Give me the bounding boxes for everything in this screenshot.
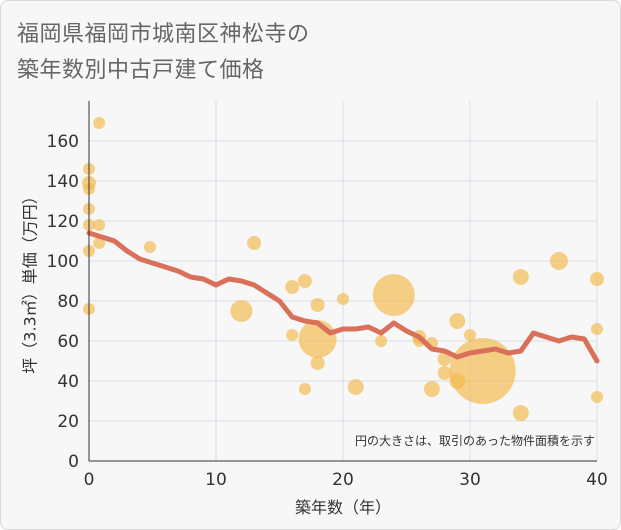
bubble bbox=[375, 335, 388, 347]
y-tick-label: 80 bbox=[57, 292, 79, 312]
y-tick-label: 120 bbox=[47, 212, 79, 232]
bubble bbox=[437, 366, 452, 380]
bubble bbox=[512, 405, 529, 421]
bubble bbox=[247, 236, 262, 250]
bubble bbox=[449, 313, 466, 329]
x-tick-label: 40 bbox=[586, 470, 608, 490]
bubble bbox=[286, 329, 299, 341]
bubble bbox=[93, 237, 106, 249]
x-axis-ticks: 0 10 20 30 40 bbox=[84, 470, 608, 490]
bubble bbox=[143, 241, 156, 253]
bubble bbox=[464, 329, 476, 341]
trend-line bbox=[86, 230, 600, 364]
bubble bbox=[449, 338, 516, 404]
bubble bbox=[512, 269, 529, 285]
bubble bbox=[298, 383, 311, 395]
bubble bbox=[230, 300, 253, 322]
x-tick-label: 30 bbox=[459, 470, 481, 490]
bubble bbox=[310, 298, 325, 312]
x-axis-label: 築年数（年） bbox=[295, 498, 391, 517]
size-note: 円の大きさは、取引のあった物件面積を示す bbox=[355, 433, 595, 448]
y-tick-label: 40 bbox=[57, 372, 79, 392]
bubble bbox=[297, 274, 312, 288]
bubble bbox=[93, 117, 106, 129]
axes bbox=[88, 101, 597, 462]
y-tick-label: 100 bbox=[47, 252, 79, 272]
bubble bbox=[591, 323, 603, 335]
bubble bbox=[285, 280, 300, 294]
bubble bbox=[93, 219, 106, 231]
y-axis-label: 坪（3.3㎡）単価（万円） bbox=[21, 188, 40, 373]
chart-title-line-2: 築年数別中古戸建て価格 bbox=[17, 58, 265, 83]
bubble bbox=[347, 379, 364, 395]
bubble bbox=[310, 356, 325, 370]
bubble bbox=[549, 252, 568, 270]
chart-title-line-1: 福岡県福岡市城南区神松寺の bbox=[17, 22, 310, 47]
y-tick-label: 140 bbox=[47, 172, 79, 192]
bubble bbox=[337, 293, 349, 305]
bubble bbox=[590, 272, 604, 286]
chart-title: 福岡県福岡市城南区神松寺の 築年数別中古戸建て価格 bbox=[17, 17, 310, 89]
bubble bbox=[423, 381, 440, 397]
x-tick-label: 20 bbox=[332, 470, 354, 490]
y-tick-label: 160 bbox=[47, 132, 79, 152]
x-tick-label: 10 bbox=[205, 470, 227, 490]
y-tick-label: 60 bbox=[57, 332, 79, 352]
bubble bbox=[591, 391, 603, 403]
bubble bbox=[372, 274, 415, 316]
bubble bbox=[437, 352, 452, 366]
y-tick-label: 0 bbox=[68, 452, 79, 472]
x-tick-label: 0 bbox=[84, 470, 95, 490]
y-tick-label: 20 bbox=[57, 412, 79, 432]
y-axis-ticks: 0 20 40 60 80 100 120 140 160 bbox=[47, 132, 79, 472]
